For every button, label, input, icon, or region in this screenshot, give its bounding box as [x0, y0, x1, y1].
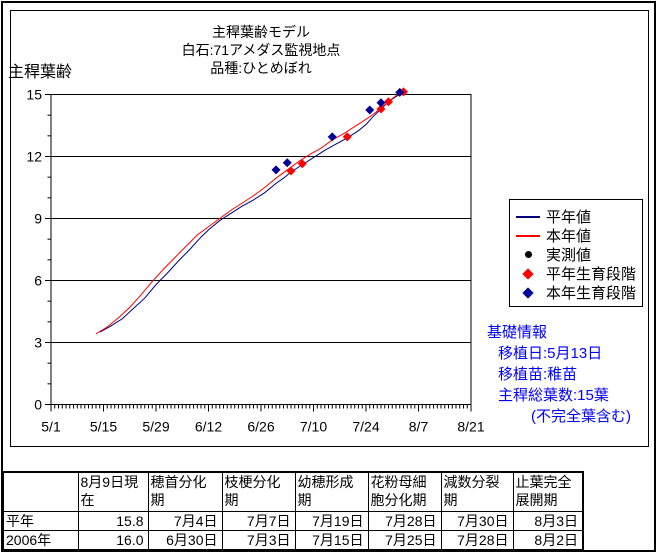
table-cell: 15.8: [77, 510, 149, 531]
table-cell: 7月19日: [294, 510, 369, 531]
table-cell: 7月25日: [367, 529, 442, 550]
x-tick-label: 6/12: [195, 419, 222, 435]
table-cell: 7月15日: [294, 529, 369, 550]
legend-dot-glyph: [524, 251, 532, 258]
info-line-seedling-type: 移植苗:稚苗: [498, 366, 578, 383]
legend-label: 実測値: [546, 247, 592, 264]
table-cell: 7月30日: [440, 510, 514, 531]
legend-diamond-glyph: [522, 286, 534, 299]
x-tick-label: 8/21: [457, 419, 484, 435]
chart-title-line-2: 白石:71アメダス監視地点: [181, 42, 341, 58]
stage-marker-平年生育段階: [376, 104, 386, 114]
legend-item-実測値: 実測値: [510, 245, 642, 264]
legend-item-本年値: 本年値: [510, 226, 642, 245]
y-tick-label: 15: [26, 87, 42, 103]
legend-item-平年値: 平年値: [510, 207, 642, 226]
chart-title-line-1: 主稈葉齢モデル: [212, 24, 310, 40]
x-tick-label: 8/7: [409, 419, 429, 435]
stage-marker-本年生育段階: [282, 158, 292, 168]
table-header-cell: 8月9日現在: [77, 471, 149, 512]
table-head: 8月9日現在 穂首分化期 枝梗分化期 幼穂形成期 花粉母細胞分化期 減数分裂期 止葉完全展開…: [2, 471, 584, 512]
y-tick-label: 3: [34, 335, 42, 351]
series-本年値: [95, 92, 401, 335]
legend-dot-icon: [510, 251, 546, 258]
stage-marker-本年生育段階: [395, 87, 405, 97]
legend-label: 平年値: [546, 209, 592, 226]
legend-label: 本年生育段階: [546, 285, 637, 302]
y-axis-title: 主稈葉齢: [8, 64, 73, 81]
table-corner-cell: [2, 471, 79, 512]
x-tick-label: 5/1: [41, 419, 61, 435]
stage-marker-平年生育段階: [297, 159, 307, 169]
table-cell: 16.0: [77, 529, 149, 550]
table-cell: 8月3日: [512, 510, 584, 531]
table-cell: 6月30日: [147, 529, 223, 550]
table-header-cell: 止葉完全展開期: [512, 471, 584, 512]
legend-label: 平年生育段階: [546, 266, 637, 283]
table-header-cell: 枝梗分化期: [221, 471, 296, 512]
table-cell: 8月2日: [512, 529, 584, 550]
legend-item-本年生育段階: 本年生育段階: [510, 283, 642, 302]
info-box: 基礎情報 移植日:5月13日 移植苗:稚苗 主稈総葉数:15葉 (不完全葉含む): [487, 322, 631, 427]
table-header-row: 8月9日現在 穂首分化期 枝梗分化期 幼穂形成期 花粉母細胞分化期 減数分裂期 止葉完全展開…: [2, 471, 584, 512]
row-label: 平年: [2, 510, 79, 531]
table-cell: 7月3日: [221, 529, 296, 550]
legend-line-glyph: [516, 215, 540, 218]
chart-title-line-3: 品種:ひとめぼれ: [210, 60, 312, 76]
y-tick-label: 12: [26, 149, 42, 165]
x-tick-label: 5/15: [90, 419, 117, 435]
stage-marker-平年生育段階: [384, 97, 393, 107]
table-header-cell: 幼穂形成期: [294, 471, 369, 512]
stage-marker-本年生育段階: [365, 105, 375, 115]
table-cell: 7月28日: [367, 510, 442, 531]
table-header-cell: 穂首分化期: [147, 471, 223, 512]
legend-line-icon: [510, 234, 546, 237]
row-label: 2006年: [2, 529, 79, 550]
legend: 平年値本年値実測値平年生育段階 本年生育段階: [509, 199, 643, 307]
stage-marker-平年生育段階: [342, 132, 352, 142]
stage-marker-本年生育段階: [271, 165, 281, 175]
y-tick-label: 0: [34, 397, 42, 413]
info-box-title: 基礎情報: [487, 324, 548, 341]
x-tick-label: 7/10: [300, 419, 327, 435]
table-cell: 7月4日: [147, 510, 223, 531]
x-tick-label: 6/26: [247, 419, 274, 435]
legend-item-平年生育段階: 平年生育段階: [510, 264, 642, 283]
table-row: 2006年 16.0 6月30日 7月3日 7月15日 7月25日 7月28日 8月2日: [2, 529, 584, 550]
plot-area: 0 3 6 9 12 15 5/1 5/15 5/29 6/12 6/26 7/10 7/24 8/7 8/…: [26, 87, 484, 435]
stage-marker-本年生育段階: [376, 98, 386, 108]
table-row: 平年 15.8 7月4日 7月7日 7月19日 7月28日 7月30日 8月3日: [2, 510, 584, 531]
legend-diamond-icon: [510, 267, 546, 280]
table-cell: 7月7日: [221, 510, 296, 531]
info-line-transplant-date: 移植日:5月13日: [498, 345, 603, 362]
stage-table: 8月9日現在 穂首分化期 枝梗分化期 幼穂形成期 花粉母細胞分化期 減数分裂期 止葉完全展開…: [2, 471, 584, 551]
y-tick-label: 6: [34, 273, 42, 289]
info-line-total-leaves: 主稈総葉数:15葉: [498, 387, 609, 404]
x-tick-label: 7/24: [352, 419, 379, 435]
table-body: 平年 15.8 7月4日 7月7日 7月19日 7月28日 7月30日 8月3日 2006年 16…: [2, 510, 584, 550]
plot-border: [50, 94, 472, 405]
series-平年値: [99, 90, 408, 333]
chart-title: 主稈葉齢モデル 白石:71アメダス監視地点 品種:ひとめぼれ: [11, 23, 511, 77]
legend-label: 本年値: [546, 228, 592, 245]
legend-diamond-glyph: [522, 267, 534, 280]
legend-diamond-icon: [510, 286, 546, 299]
legend-line-glyph: [516, 234, 540, 237]
table-header-cell: 減数分裂期: [440, 471, 514, 512]
y-tick-label: 9: [34, 211, 42, 227]
chart-frame: 0 3 6 9 12 15 5/1 5/15 5/29 6/12 6/26 7/10 7/24 8/7 8/…: [8, 10, 649, 447]
stage-marker-平年生育段階: [286, 166, 296, 176]
info-line-note: (不完全葉含む): [531, 408, 631, 425]
stage-marker-本年生育段階: [327, 132, 337, 142]
x-tick-label: 5/29: [142, 419, 169, 435]
table-cell: 7月28日: [440, 529, 514, 550]
legend-line-icon: [510, 215, 546, 218]
table-header-cell: 花粉母細胞分化期: [367, 471, 442, 512]
